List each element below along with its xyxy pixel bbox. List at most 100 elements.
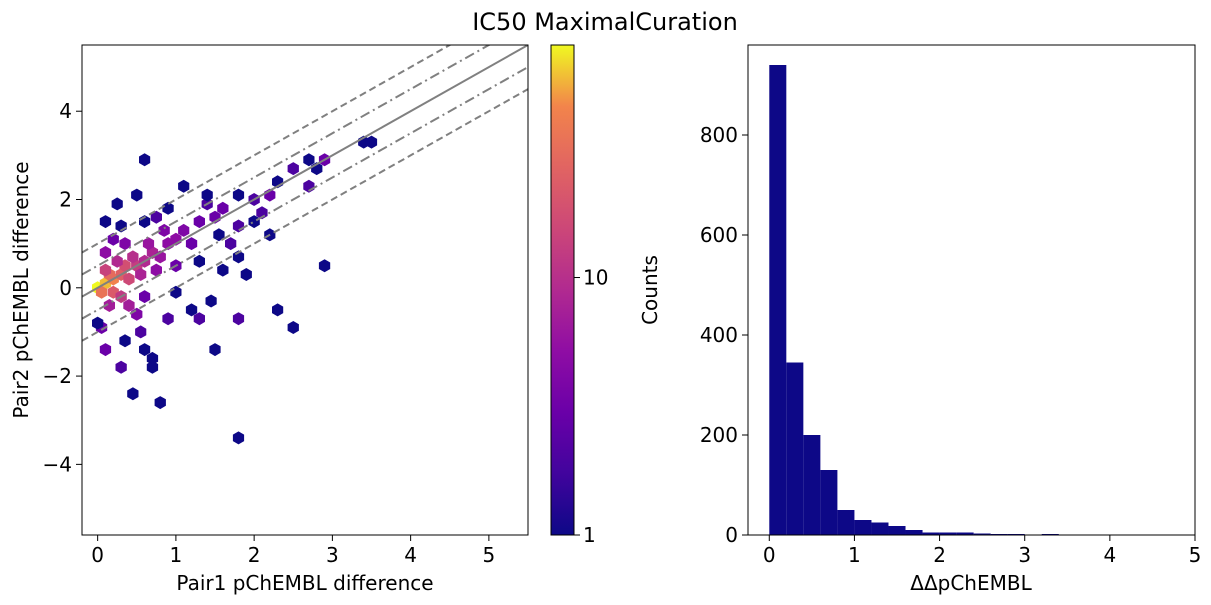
- hexbin-cell: [123, 299, 135, 312]
- hexbin-cell: [131, 307, 143, 321]
- x-tick-label: 0: [91, 543, 104, 567]
- histogram-bar: [820, 470, 838, 535]
- hexbin-cell: [303, 153, 315, 167]
- x-tick-label: 0: [763, 543, 776, 567]
- histogram-bar: [871, 522, 889, 535]
- hexbin-cell: [135, 268, 147, 281]
- x-tick-label: 4: [404, 543, 417, 567]
- hexbin-cell: [107, 232, 119, 246]
- hexbin-cell: [99, 343, 112, 357]
- hexbin-cell: [123, 272, 135, 286]
- colorbar-label: Counts: [638, 255, 662, 325]
- hexbin-cell: [217, 201, 229, 215]
- colorbar-tick-label: 1: [583, 523, 596, 547]
- y-tick-label: −4: [43, 452, 72, 476]
- y-tick-label: 4: [59, 99, 72, 123]
- histogram-x-axis-label: ΔΔpChEMBL: [910, 571, 1032, 595]
- x-tick-label: 2: [933, 543, 946, 567]
- histogram-bar: [837, 510, 855, 535]
- hexbin-cell: [248, 215, 260, 229]
- hexbin-cell: [127, 250, 139, 264]
- hexbin-cell: [99, 263, 112, 277]
- hexbin-cell: [154, 396, 166, 410]
- hexbin-cell: [162, 312, 174, 326]
- histogram-bar: [854, 520, 872, 535]
- hexbin-cell: [92, 316, 104, 330]
- hexbin-cell: [318, 259, 331, 273]
- hexbin-cell: [119, 334, 131, 348]
- x-tick-label: 1: [848, 543, 861, 567]
- reference-line-1: [82, 45, 491, 276]
- hexbin-cell: [287, 321, 299, 334]
- x-tick-label: 4: [1103, 543, 1116, 567]
- hexbin-cell: [232, 431, 245, 445]
- hexbin-cell: [150, 263, 162, 277]
- histogram-bar: [786, 362, 804, 535]
- hexbin-marks: [92, 135, 378, 445]
- hexbin-cell: [131, 188, 143, 202]
- histogram-bar: [939, 532, 957, 535]
- hexbin-cell: [178, 223, 190, 237]
- hexbin-cell: [225, 237, 237, 251]
- hexbin-cell: [213, 228, 225, 242]
- histogram-bar: [973, 533, 991, 535]
- hexbin-cell: [287, 162, 299, 176]
- hexbin-cell: [209, 343, 221, 357]
- hexbin-cell: [162, 201, 174, 215]
- hexbin-cell: [146, 351, 159, 365]
- colorbar-tick-label: 10: [583, 266, 608, 290]
- hexbin-cell: [217, 263, 229, 277]
- hexbin-cell: [99, 246, 112, 259]
- hexbin-cell: [119, 237, 131, 251]
- hexbin-cell: [111, 254, 123, 268]
- hexbin-cell: [146, 360, 159, 374]
- y-tick-label: −2: [43, 364, 72, 388]
- hexbin-cell: [178, 179, 190, 193]
- hexbin-cell: [115, 360, 127, 374]
- hexbin-cell: [232, 219, 245, 233]
- hexbin-cell: [185, 237, 198, 251]
- hexbin-cell: [99, 215, 112, 229]
- hexbin-cell: [139, 290, 151, 304]
- hexbin-x-ticks: 0 1 2 3 4 5: [91, 535, 495, 567]
- histogram-axes-frame: [747, 44, 1196, 536]
- x-tick-label: 5: [1189, 543, 1202, 567]
- reference-line-3: [82, 45, 452, 254]
- reference-lines: [82, 45, 528, 342]
- x-tick-label: 3: [1018, 543, 1031, 567]
- hexbin-cell: [205, 294, 217, 308]
- histogram-panel: 0 1 2 3 4 5 0 200 400 600 800 ΔΔpChEMBL: [700, 44, 1201, 595]
- hexbin-y-ticks: −4 −2 0 2 4: [43, 99, 82, 476]
- hexbin-cell: [127, 387, 139, 401]
- x-tick-label: 5: [483, 543, 496, 567]
- histogram-bar: [905, 530, 923, 535]
- histogram-bar: [769, 65, 787, 535]
- y-tick-label: 0: [725, 523, 738, 547]
- y-tick-label: 2: [59, 188, 72, 212]
- hexbin-cell: [240, 268, 252, 281]
- hexbin-cell: [185, 303, 198, 317]
- x-tick-label: 2: [248, 543, 261, 567]
- hexbin-cell: [111, 197, 123, 211]
- histogram-bars: [769, 65, 1076, 535]
- y-tick-label: 800: [700, 123, 738, 147]
- histogram-bar: [922, 532, 940, 535]
- histogram-bar: [803, 435, 821, 535]
- hexbin-cell: [170, 285, 182, 299]
- hexbin-cell: [232, 188, 245, 202]
- histogram-x-ticks: 0 1 2 3 4 5: [763, 535, 1201, 567]
- hexbin-cell: [232, 312, 245, 326]
- histogram-bar: [888, 526, 906, 535]
- hexbin-axes-frame: [81, 44, 529, 536]
- hexbin-x-axis-label: Pair1 pChEMBL difference: [176, 571, 433, 595]
- hexbin-cell: [135, 325, 147, 339]
- hexbin-cell: [193, 312, 205, 326]
- hexbin-cell: [201, 188, 213, 202]
- y-tick-label: 200: [700, 423, 738, 447]
- colorbar-gradient: [550, 44, 575, 536]
- hexbin-cell: [150, 210, 162, 224]
- hexbin-cell: [95, 285, 108, 299]
- figure-title: IC50 MaximalCuration: [472, 8, 738, 36]
